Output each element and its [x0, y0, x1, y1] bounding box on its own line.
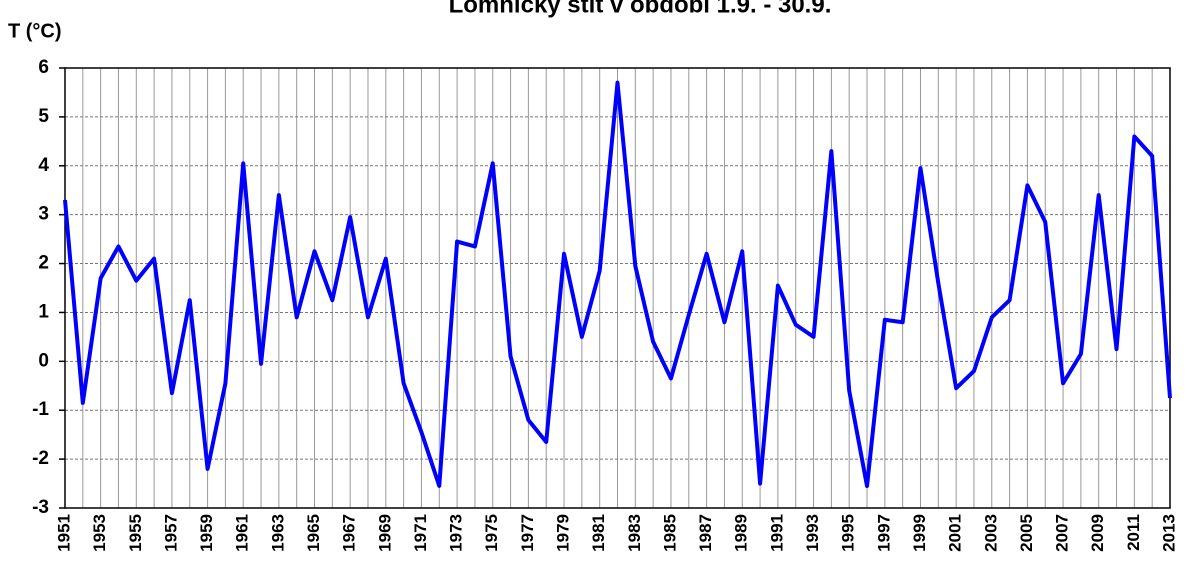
x-tick-label: 1965 — [304, 514, 323, 552]
y-tick-label: 1 — [38, 301, 49, 322]
y-tick-label: -1 — [32, 399, 49, 420]
x-tick-label: 1967 — [340, 514, 359, 552]
x-tick-label: 1999 — [910, 514, 929, 552]
y-tick-label: 3 — [38, 204, 49, 225]
x-tick-label: 2009 — [1088, 514, 1107, 552]
x-tick-label: 1997 — [874, 514, 893, 552]
x-tick-label: 1953 — [90, 514, 109, 552]
x-tick-label: 1985 — [660, 514, 679, 552]
x-tick-label: 1971 — [411, 514, 430, 552]
x-tick-label: 1959 — [197, 514, 216, 552]
x-tick-label: 1951 — [54, 514, 73, 552]
x-tick-label: 2011 — [1124, 514, 1143, 551]
y-tick-label: -3 — [32, 497, 49, 518]
x-tick-label: 1957 — [161, 514, 180, 552]
x-tick-label: 1989 — [732, 514, 751, 552]
data-line — [63, 80, 1172, 488]
x-tick-label: 1969 — [375, 514, 394, 552]
x-tick-label: 1975 — [482, 514, 501, 552]
x-tick-label: 1961 — [233, 514, 252, 552]
x-tick-label: 1991 — [767, 514, 786, 552]
x-tick-label: 1995 — [839, 514, 858, 552]
y-tick-label: 5 — [38, 106, 49, 127]
y-tick-label: 4 — [38, 155, 49, 176]
x-tick-label: 2001 — [946, 514, 965, 552]
x-tick-label: 1993 — [803, 514, 822, 552]
y-tick-label: -2 — [32, 448, 49, 469]
x-tick-label: 1979 — [554, 514, 573, 552]
y-axis-label: T (°C) — [8, 20, 62, 42]
x-tick-label: 1963 — [268, 514, 287, 552]
x-tick-label: 1955 — [126, 514, 145, 552]
x-tick-label: 1973 — [447, 514, 466, 552]
y-tick-label: 0 — [38, 350, 49, 371]
x-tick-label: 1983 — [625, 514, 644, 552]
x-tick-label: 2013 — [1159, 514, 1178, 552]
x-tick-label: 2003 — [981, 514, 1000, 552]
y-tick-label: 2 — [38, 253, 49, 274]
chart-title: Lomnický štít v období 1.9. - 30.9. — [449, 0, 832, 18]
x-tick-label: 1987 — [696, 514, 715, 552]
plot-frame — [64, 67, 1171, 509]
x-tick-label: 1977 — [518, 514, 537, 552]
x-tick-label: 1981 — [589, 514, 608, 552]
x-tick-label: 2005 — [1017, 514, 1036, 552]
y-tick-label: 6 — [38, 57, 49, 78]
x-tick-label: 2007 — [1053, 514, 1072, 552]
